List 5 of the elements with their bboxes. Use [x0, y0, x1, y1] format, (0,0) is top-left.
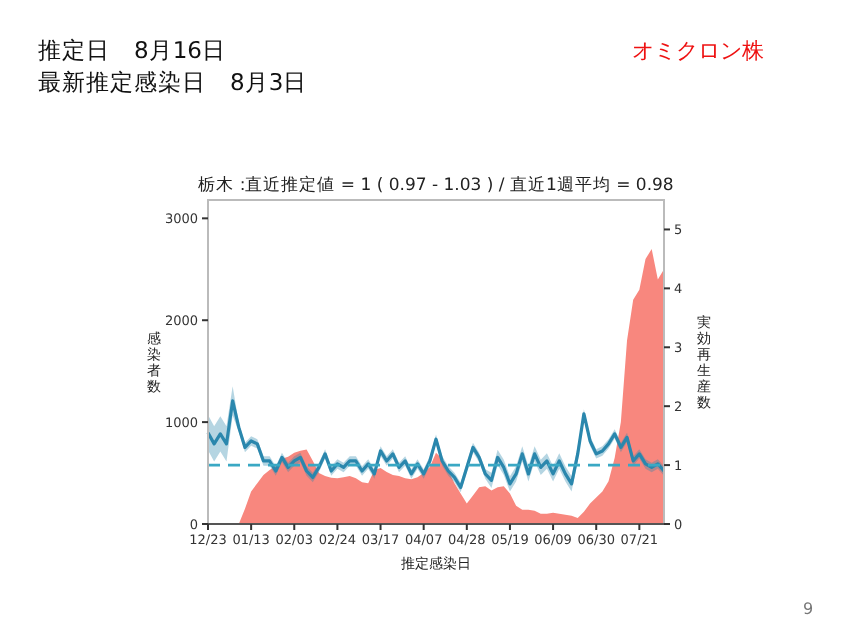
- text: オミクロン株: [632, 38, 764, 64]
- text: 最新推定感染日 8月3日: [38, 68, 308, 96]
- text: 9: [802, 600, 814, 618]
- text: 推定日 8月16日: [38, 36, 226, 64]
- chart-title: 栃木 :直近推定値 = 1 ( 0.97 - 1.03 ) / 直近1週平均 = 0.98: [198, 174, 674, 196]
